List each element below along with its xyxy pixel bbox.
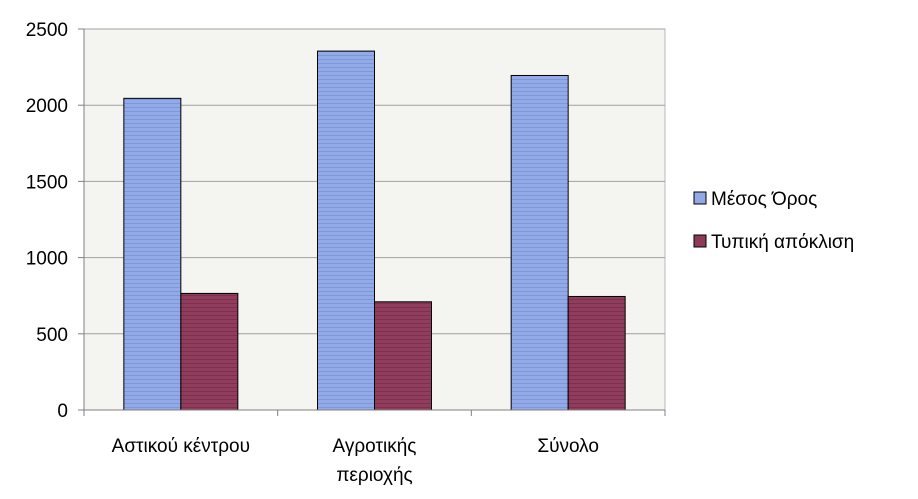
bars [123, 50, 626, 411]
bar-std-0 [180, 292, 239, 411]
legend-label: Μέσος Όρος [711, 189, 817, 210]
x-category-label: περιοχής [336, 465, 412, 486]
bar-mean-0 [123, 97, 182, 411]
bar-std-2 [567, 295, 626, 411]
y-tick-label: 1500 [26, 172, 68, 193]
legend-label: Τυπική απόκλιση [711, 232, 854, 253]
y-tick-label: 2000 [26, 96, 68, 117]
legend-box [679, 175, 918, 265]
legend-swatch [693, 234, 707, 248]
x-category-label: Αστικού κέντρου [112, 436, 250, 457]
x-category-label: Αγροτικής [333, 436, 417, 457]
y-tick-label: 0 [57, 401, 68, 422]
bar-std-1 [374, 301, 432, 411]
y-tick-label: 500 [36, 325, 68, 346]
axes: 0 500 1000 1500 2000 2500 Αστικού κέντρου Αγροτ… [26, 20, 666, 486]
y-tick-label: 2500 [26, 20, 68, 41]
legend: Μέσος Όρος Τυπική απόκλιση [679, 175, 918, 265]
bar-mean-1 [317, 50, 375, 411]
y-tick-label: 1000 [26, 249, 68, 270]
x-category-label: Σύνολο [537, 436, 599, 457]
bar-mean-2 [510, 74, 569, 411]
legend-swatch [693, 191, 707, 205]
